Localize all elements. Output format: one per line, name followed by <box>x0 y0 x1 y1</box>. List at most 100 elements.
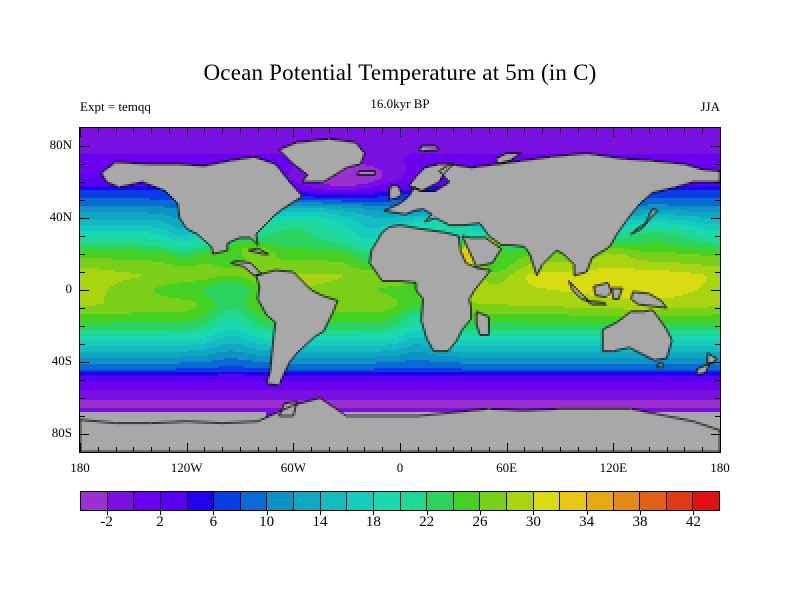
y-tick-right <box>711 434 720 435</box>
x-tick <box>311 447 312 452</box>
y-tick <box>80 200 85 201</box>
colorbar-swatch <box>107 492 135 510</box>
x-tick-top <box>400 128 401 137</box>
colorbar-tick-label: 30 <box>525 514 541 530</box>
colorbar-tick-label: 42 <box>685 514 701 530</box>
x-tick <box>204 447 205 452</box>
x-axis-label: 120W <box>170 460 203 475</box>
season-label: JJA <box>700 99 720 114</box>
y-tick <box>80 236 85 237</box>
y-tick <box>80 362 89 363</box>
x-axis-label: 120E <box>599 460 628 475</box>
y-tick-right <box>715 200 720 201</box>
x-tick <box>98 447 99 452</box>
x-tick <box>116 447 117 452</box>
x-tick <box>347 447 348 452</box>
x-tick-top <box>187 128 188 137</box>
colorbar-tick <box>586 511 588 515</box>
colorbar-tick-label: -2 <box>100 514 113 530</box>
x-axis-label: 60W <box>280 460 306 475</box>
x-tick <box>133 447 134 452</box>
colorbar-swatch <box>214 492 241 510</box>
x-tick-top <box>684 128 685 133</box>
x-tick <box>667 447 668 452</box>
y-tick <box>80 380 85 381</box>
y-axis-label: 80N <box>49 137 72 152</box>
colorbar-swatch <box>507 492 534 510</box>
x-tick <box>382 447 383 452</box>
colorbar-tick-label: 34 <box>579 514 595 530</box>
x-tick <box>631 447 632 452</box>
colorbar-swatch <box>267 492 294 510</box>
x-tick <box>151 447 152 452</box>
x-tick <box>524 447 525 452</box>
colorbar-tick <box>106 511 108 515</box>
x-tick <box>649 447 650 452</box>
x-tick-top <box>133 128 134 133</box>
x-tick-top <box>489 128 490 133</box>
colorbar-tick <box>480 511 481 515</box>
experiment-label: Expt = temqq <box>80 99 151 114</box>
colorbar-swatch <box>453 492 481 510</box>
y-tick <box>80 272 85 273</box>
time-period-label: 16.0kyr BP <box>370 96 430 111</box>
colorbar-swatch <box>533 492 561 510</box>
colorbar-swatch <box>347 492 374 510</box>
colorbar-swatch <box>640 492 667 510</box>
x-axis-label: 0 <box>396 460 404 475</box>
colorbar-tick <box>426 511 428 515</box>
y-tick <box>80 182 85 183</box>
colorbar-tick-label: 38 <box>632 514 648 530</box>
colorbar-tick <box>373 511 375 515</box>
x-tick-top <box>222 128 223 133</box>
x-tick <box>364 447 365 452</box>
x-tick-top <box>80 128 81 137</box>
x-tick-top <box>649 128 650 133</box>
x-tick-top <box>276 128 277 133</box>
y-tick-right <box>715 236 720 237</box>
x-tick-top <box>471 128 472 133</box>
colorbar-tick <box>640 511 641 515</box>
x-tick-top <box>720 128 721 137</box>
y-tick-right <box>711 290 720 291</box>
colorbar-swatch <box>134 492 161 510</box>
x-tick-top <box>507 128 508 137</box>
page-title: Ocean Potential Temperature at 5m (in C) <box>203 60 597 85</box>
x-tick-top <box>436 128 437 133</box>
x-tick-top <box>311 128 312 133</box>
x-tick <box>471 447 472 452</box>
colorbar-tick-label: 6 <box>209 514 218 530</box>
x-tick-top <box>596 128 597 133</box>
y-tick <box>80 434 89 435</box>
x-tick <box>418 447 419 452</box>
y-tick <box>80 416 85 417</box>
colorbar-tick-label: 22 <box>419 514 435 530</box>
y-axis-label: 0 <box>65 281 73 296</box>
x-tick <box>702 447 703 452</box>
colorbar-swatch <box>81 492 108 510</box>
x-tick-top <box>329 128 330 133</box>
colorbar-swatch <box>373 492 401 510</box>
y-axis-label: 40S <box>51 353 72 368</box>
y-tick <box>80 164 85 165</box>
colorbar-tick <box>213 511 215 515</box>
colorbar-tick <box>160 511 161 515</box>
x-tick-top <box>560 128 561 133</box>
x-axis-label: 60E <box>496 460 518 475</box>
x-tick <box>489 447 490 452</box>
x-tick-top <box>151 128 152 133</box>
x-tick-top <box>204 128 205 133</box>
colorbar-tick-label: 2 <box>156 514 164 530</box>
y-tick-right <box>715 416 720 417</box>
x-tick <box>507 443 508 452</box>
y-tick <box>80 218 89 219</box>
y-tick-right <box>711 362 720 363</box>
y-tick-right <box>715 344 720 345</box>
colorbar-tick-label: 26 <box>472 514 488 530</box>
colorbar-tick <box>320 511 321 515</box>
x-tick-top <box>98 128 99 133</box>
colorbar-swatch <box>294 492 321 510</box>
x-tick-top <box>453 128 454 133</box>
y-axis-label: 40N <box>49 209 72 224</box>
